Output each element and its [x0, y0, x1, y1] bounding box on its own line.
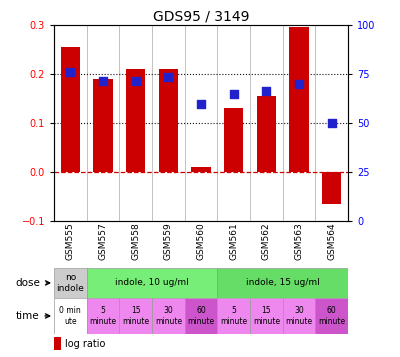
Bar: [54, 337, 62, 350]
Title: GDS95 / 3149: GDS95 / 3149: [153, 10, 249, 24]
Bar: [54, 268, 87, 298]
Bar: [54, 298, 87, 334]
Text: log ratio: log ratio: [65, 339, 106, 349]
Point: [132, 79, 139, 84]
Point: [328, 120, 335, 126]
Text: 30
minute: 30 minute: [286, 306, 312, 326]
Point: [165, 74, 172, 79]
Point: [67, 69, 74, 75]
Text: 5
minute: 5 minute: [220, 306, 247, 326]
Bar: [191, 167, 211, 172]
Text: 30
minute: 30 minute: [155, 306, 182, 326]
Text: 60
minute: 60 minute: [188, 306, 214, 326]
Bar: [126, 69, 146, 172]
Text: 15
minute: 15 minute: [253, 306, 280, 326]
Bar: [87, 268, 217, 298]
Point: [100, 79, 106, 84]
Point: [198, 101, 204, 106]
Bar: [322, 172, 342, 204]
Text: no
indole: no indole: [56, 273, 84, 293]
Bar: [283, 298, 315, 334]
Bar: [256, 96, 276, 172]
Bar: [119, 298, 152, 334]
Bar: [315, 298, 348, 334]
Bar: [93, 79, 113, 172]
Text: 0 min
ute: 0 min ute: [60, 306, 81, 326]
Bar: [250, 298, 283, 334]
Bar: [289, 27, 309, 172]
Bar: [217, 268, 348, 298]
Text: time: time: [16, 311, 50, 321]
Text: 60
minute: 60 minute: [318, 306, 345, 326]
Bar: [60, 47, 80, 172]
Bar: [87, 298, 119, 334]
Bar: [158, 69, 178, 172]
Bar: [152, 298, 185, 334]
Text: dose: dose: [16, 278, 50, 288]
Point: [263, 89, 270, 94]
Text: indole, 10 ug/ml: indole, 10 ug/ml: [115, 278, 189, 287]
Bar: [224, 109, 244, 172]
Text: 15
minute: 15 minute: [122, 306, 149, 326]
Point: [230, 91, 237, 96]
Point: [296, 81, 302, 87]
Text: indole, 15 ug/ml: indole, 15 ug/ml: [246, 278, 320, 287]
Bar: [185, 298, 217, 334]
Text: 5
minute: 5 minute: [90, 306, 116, 326]
Bar: [217, 298, 250, 334]
